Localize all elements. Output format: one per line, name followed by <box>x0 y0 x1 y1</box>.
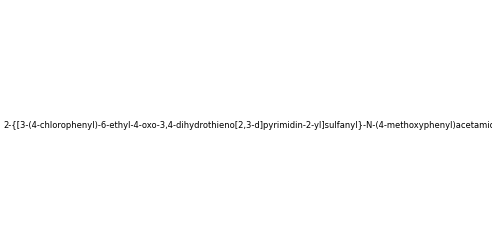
Text: 2-{[3-(4-chlorophenyl)-6-ethyl-4-oxo-3,4-dihydrothieno[2,3-d]pyrimidin-2-yl]sulf: 2-{[3-(4-chlorophenyl)-6-ethyl-4-oxo-3,4… <box>3 121 492 130</box>
